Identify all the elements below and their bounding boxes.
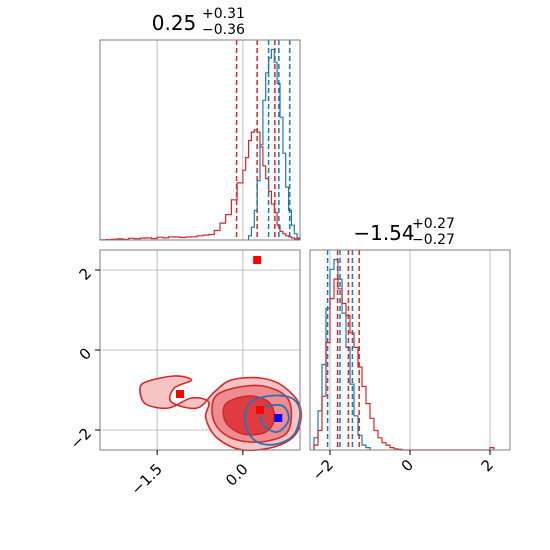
top-hist-title-upper: +0.31	[202, 6, 245, 22]
scatter-y-tick-label: −2	[67, 424, 95, 452]
top-hist-background	[100, 40, 300, 240]
top-hist-hist-series-0	[99, 129, 301, 241]
scatter-y-tick-label: 0	[76, 344, 95, 363]
right-hist-panel: −1.54+0.27−0.27 −2 0 2	[309, 216, 511, 484]
square-marker-1	[176, 390, 184, 398]
blue-contour-level-2	[259, 404, 290, 433]
right-hist-title-lower: −0.27	[412, 232, 455, 248]
right-hist-x-tick-label: −2	[309, 456, 337, 484]
top-hist-title-value: 0.25	[152, 11, 197, 35]
square-marker-3	[274, 414, 283, 422]
scatter-panel: −1.5 0.0 −2 0 2	[67, 249, 302, 499]
right-hist-hist-series-1	[313, 278, 495, 451]
red-contour-level-3	[222, 395, 276, 436]
top-hist-title-lower: −0.36	[202, 22, 245, 38]
scatter-y-tick-label: 2	[76, 264, 95, 283]
scatter-x-tick-label: 0.0	[222, 460, 252, 490]
blue-contour-level-1	[244, 394, 301, 446]
right-hist-x-tick-label: 2	[478, 456, 497, 475]
square-marker-2	[256, 406, 264, 414]
right-hist-x-tick-label: 0	[398, 456, 417, 475]
right-hist-title-value: −1.54	[353, 221, 414, 245]
square-marker-0	[253, 256, 262, 264]
right-hist-title-upper: +0.27	[412, 216, 455, 232]
top-hist-frame	[99, 39, 301, 241]
scatter-x-tick-label: −1.5	[127, 460, 165, 498]
top-hist-hist-series-1	[248, 48, 301, 240]
top-hist-panel: 0.25 +0.31−0.36	[99, 6, 301, 241]
